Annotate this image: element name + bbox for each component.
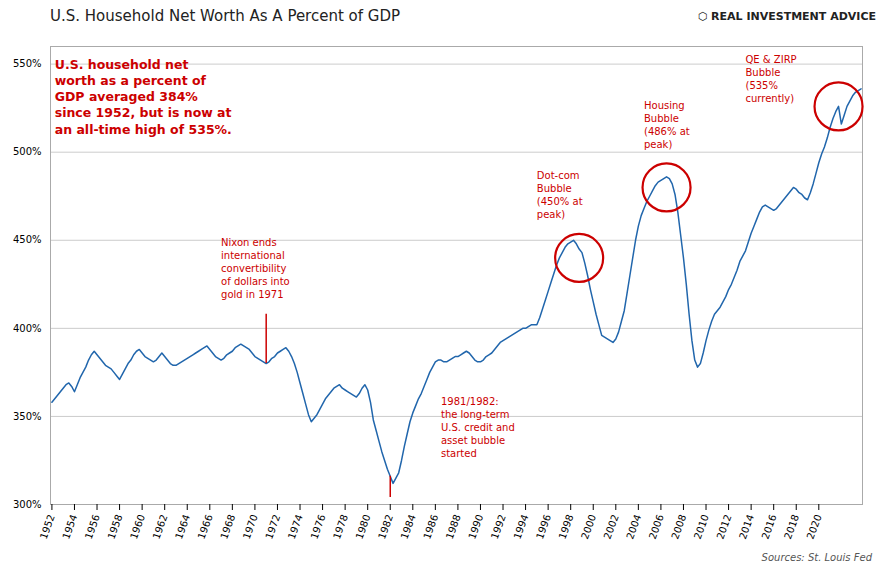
svg-text:550%: 550% <box>13 58 42 69</box>
svg-text:1984: 1984 <box>399 513 418 541</box>
svg-text:300%: 300% <box>13 499 42 510</box>
svg-text:1970: 1970 <box>241 513 260 541</box>
svg-text:1952: 1952 <box>38 513 57 541</box>
html-text:⬡ REAL INVESTMENT ADVICE: ⬡ REAL INVESTMENT ADVICE <box>697 9 876 23</box>
svg-text:2016: 2016 <box>760 513 779 541</box>
svg-text:U.S. household networth as a p: U.S. household networth as a percent ofG… <box>55 57 232 137</box>
svg-text:2008: 2008 <box>669 513 688 541</box>
svg-text:1958: 1958 <box>105 513 124 541</box>
svg-text:2010: 2010 <box>692 513 711 541</box>
svg-text:1972: 1972 <box>263 513 282 541</box>
svg-text:1988: 1988 <box>444 513 463 541</box>
svg-text:1954: 1954 <box>60 513 79 541</box>
svg-text:1964: 1964 <box>173 513 192 541</box>
svg-text:1992: 1992 <box>489 513 508 541</box>
svg-text:1960: 1960 <box>128 513 147 541</box>
svg-text:1966: 1966 <box>196 513 215 541</box>
svg-text:1968: 1968 <box>218 513 237 541</box>
svg-text:1956: 1956 <box>83 513 102 541</box>
svg-text:1998: 1998 <box>557 513 576 541</box>
svg-text:400%: 400% <box>13 323 42 334</box>
svg-text:1962: 1962 <box>151 513 170 541</box>
svg-text:Nixon endsinternationalconvert: Nixon endsinternationalconvertibilityof … <box>221 237 290 300</box>
svg-text:2006: 2006 <box>647 513 666 541</box>
svg-text:2004: 2004 <box>624 513 643 541</box>
svg-text:1982: 1982 <box>376 513 395 541</box>
svg-text:2018: 2018 <box>782 513 801 541</box>
svg-text:HousingBubble(486% atpeak): HousingBubble(486% atpeak) <box>644 100 690 150</box>
svg-text:2012: 2012 <box>714 513 733 541</box>
svg-text:2002: 2002 <box>602 513 621 541</box>
svg-text:QE & ZIRPBubble(535%currently): QE & ZIRPBubble(535%currently) <box>745 54 796 104</box>
svg-text:1986: 1986 <box>421 513 440 541</box>
svg-text:1974: 1974 <box>286 513 305 541</box>
html-text:Sources: St. Louis Fed: Sources: St. Louis Fed <box>761 552 872 563</box>
html-text:U.S. Household Net Worth As A: U.S. Household Net Worth As A Percent of… <box>50 7 400 25</box>
svg-text:1994: 1994 <box>511 513 530 541</box>
svg-text:1990: 1990 <box>466 513 485 541</box>
svg-text:1996: 1996 <box>534 513 553 541</box>
svg-text:2020: 2020 <box>805 513 824 541</box>
svg-text:1976: 1976 <box>308 513 327 541</box>
svg-text:350%: 350% <box>13 411 42 422</box>
svg-text:2000: 2000 <box>579 513 598 541</box>
svg-text:2014: 2014 <box>737 513 756 541</box>
svg-text:1978: 1978 <box>331 513 350 541</box>
svg-text:Dot-comBubble(450% atpeak): Dot-comBubble(450% atpeak) <box>537 170 583 220</box>
svg-text:450%: 450% <box>13 234 42 245</box>
svg-text:500%: 500% <box>13 146 42 157</box>
svg-text:1981/1982:the long-termU.S. cr: 1981/1982:the long-termU.S. credit andas… <box>441 396 515 459</box>
svg-text:1980: 1980 <box>354 513 373 541</box>
